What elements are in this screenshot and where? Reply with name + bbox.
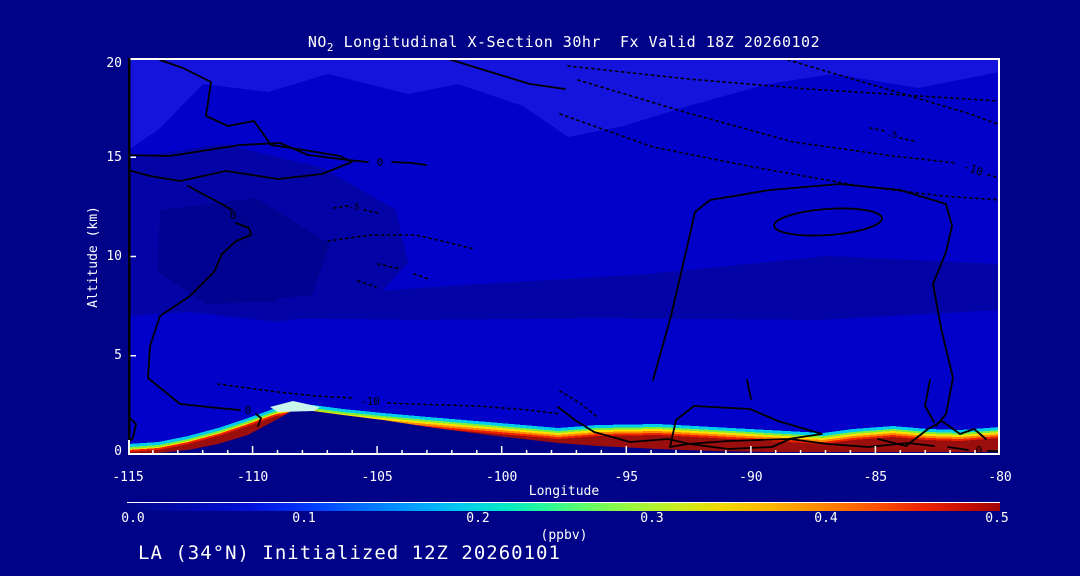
- cross-section-plot: 0 0 0 0 -10 -10 -5 -5: [128, 58, 1000, 455]
- colorbar-tick-0.5: 0.5: [985, 511, 1009, 526]
- x-tick--80: -80: [988, 470, 1012, 485]
- contour-label: 0: [230, 209, 237, 222]
- y-tick-5: 5: [114, 348, 122, 363]
- terrain-peak-cap: [270, 401, 320, 412]
- x-tick--115: -115: [112, 470, 144, 485]
- plot-title: NO2 Longitudinal X-Section 30hr Fx Valid…: [128, 33, 1000, 54]
- contour-label: 0: [245, 404, 252, 417]
- x-tick--90: -90: [739, 470, 763, 485]
- contour-label: -10: [962, 160, 985, 179]
- contour-label: -10: [360, 395, 380, 408]
- colorbar-tick-0.4: 0.4: [814, 511, 838, 526]
- y-tick-15: 15: [106, 150, 122, 165]
- contour-label-group: 0 0 0 0 -10 -10 -5 -5: [230, 131, 985, 455]
- title-subscript: 2: [326, 41, 335, 54]
- contour-label: -5: [349, 203, 360, 213]
- colorbar: [127, 502, 1000, 511]
- init-time-caption: LA (34°N) Initialized 12Z 20260101: [138, 542, 561, 564]
- x-tick--105: -105: [361, 470, 393, 485]
- y-tick-0: 0: [114, 444, 122, 459]
- terrain-silhouette: [128, 410, 1000, 455]
- colorbar-tick-0.1: 0.1: [292, 511, 316, 526]
- title-text: Longitudinal X-Section 30hr Fx Valid 18Z…: [334, 33, 821, 51]
- x-axis-label: Longitude: [528, 484, 600, 499]
- contour-label: 0: [377, 156, 384, 169]
- x-tick--85: -85: [863, 470, 888, 485]
- x-tick--100: -100: [486, 470, 518, 485]
- colorbar-tick-0.3: 0.3: [640, 511, 664, 526]
- dotted-contour-lines: [217, 59, 1000, 417]
- x-tick--95: -95: [614, 470, 639, 485]
- contour-label: -5: [887, 131, 898, 141]
- filled-contour-air: [128, 58, 1000, 455]
- colorbar-units: (ppbv): [540, 528, 588, 543]
- colorbar-tick-0.2: 0.2: [466, 511, 490, 526]
- colorbar-tick-0.0: 0.0: [121, 511, 145, 526]
- title-chem: NO: [307, 33, 327, 51]
- y-tick-10: 10: [106, 249, 122, 264]
- y-tick-20: 20: [106, 56, 122, 71]
- x-tick--110: -110: [236, 470, 269, 485]
- contour-label: 0: [976, 444, 983, 455]
